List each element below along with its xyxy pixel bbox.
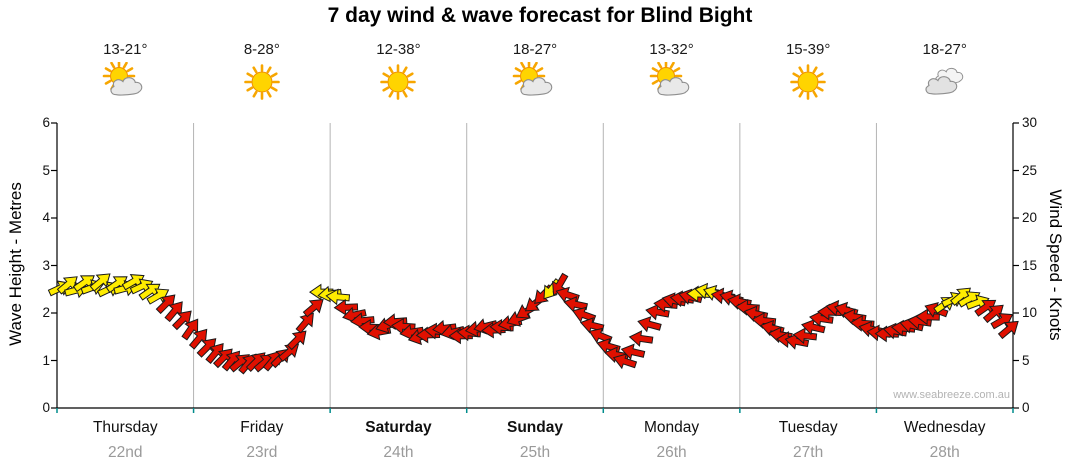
watermark: www.seabreeze.com.au [893,389,1010,401]
right-tick-label: 15 [1022,257,1038,273]
right-tick-label: 20 [1022,210,1038,225]
wind-arrow [295,312,314,334]
day-name: Tuesday [778,419,838,436]
cloudy-icon [922,62,968,102]
day-name: Friday [240,419,284,436]
wind-arrow [612,353,638,370]
wind-arrow [563,296,588,313]
wind-arrow [997,320,1019,340]
right-tick-label: 0 [1022,400,1030,415]
wind-arrow [982,304,1004,324]
wind-arrow [628,330,654,347]
day-name: Saturday [365,419,432,436]
day-date: 27th [793,444,824,461]
day-name: Wednesday [903,419,986,436]
wind-arrow [286,330,307,351]
wind-arrow [325,288,351,306]
day-date: 28th [929,444,960,461]
wind-arrow [181,318,199,341]
left-tick-label: 5 [42,162,50,178]
wind-arrow [801,318,826,336]
wind-arrow [572,306,597,323]
day-temperature: 8-28° [243,41,280,58]
wind-arrow [155,294,176,315]
wind-arrow [637,316,662,333]
right-tick-label: 10 [1022,305,1038,320]
partly-cloudy-icon [102,59,148,102]
wind-arrow [205,343,224,364]
day-name: Monday [643,419,700,436]
left-tick-label: 4 [42,210,50,225]
wind-arrow [620,343,646,361]
day-date: 25th [519,444,551,461]
left-tick-label: 2 [42,305,50,320]
left-tick-label: 0 [42,400,50,415]
partly-cloudy-icon [649,59,695,102]
left-tick-label: 6 [42,115,50,130]
wind-arrow [89,273,111,292]
day-date: 24th [383,444,414,461]
day-date: 26th [656,444,687,461]
day-name: Thursday [92,419,158,436]
wind-arrow [188,328,208,350]
day-date: 22nd [108,444,143,461]
wind-arrow [164,301,183,323]
left-tick-label: 3 [42,257,50,273]
wind-arrow [278,343,300,362]
day-name: Sunday [507,419,563,436]
wind-arrow [302,299,324,318]
wind-arrow [196,338,217,358]
right-tick-label: 25 [1022,162,1038,178]
wind-arrow [784,333,810,350]
wind-arrow [792,327,818,345]
chart-title: 7 day wind & wave forecast for Blind Big… [327,4,753,27]
right-tick-label: 5 [1022,352,1030,368]
wind-arrow [809,310,834,327]
sunny-icon [239,62,285,102]
sunny-icon [375,62,421,102]
partly-cloudy-icon [512,59,558,102]
wind-arrow [391,317,416,335]
sunny-icon [785,62,831,102]
day-date: 23rd [246,444,278,461]
wind-arrow [333,298,359,316]
left-tick-label: 1 [42,352,50,368]
wind-arrow [588,327,613,344]
wind-arrow [171,310,192,331]
day-temperature: 12-38° [376,41,421,58]
wind-arrow [146,288,170,305]
day-temperature: 18-27° [512,41,558,58]
wind-arrow [579,317,605,334]
day-temperature: 13-21° [103,41,148,58]
wind-arrow [645,303,670,321]
day-temperature: 15-39° [785,41,831,58]
right-tick-label: 30 [1022,115,1038,130]
day-temperature: 18-27° [922,41,967,58]
day-temperature: 13-32° [649,41,694,58]
